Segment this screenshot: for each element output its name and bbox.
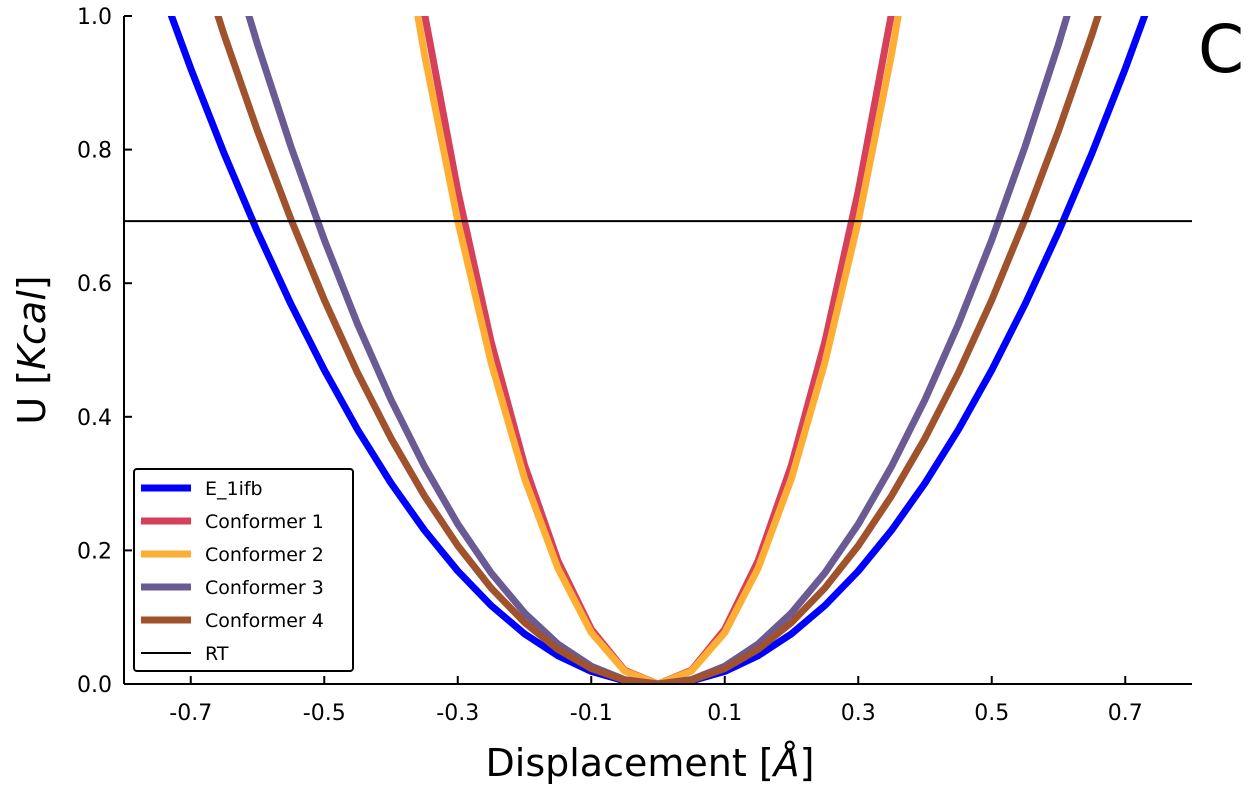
y-axis-title: U [Kcal] xyxy=(10,275,54,424)
x-tick-label: -0.5 xyxy=(303,701,346,726)
y-tick-label: 0.0 xyxy=(77,673,112,698)
y-ticks: 0.0 0.2 0.4 0.6 0.8 1.0 xyxy=(77,5,132,698)
y-tick-label: 1.0 xyxy=(77,5,112,30)
panel-label: C xyxy=(1198,11,1244,88)
legend-label: Conformer 4 xyxy=(205,610,324,632)
legend-item-conformer-4: Conformer 4 xyxy=(141,610,324,632)
x-tick-label: 0.1 xyxy=(707,701,742,726)
x-tick-label: 0.3 xyxy=(841,701,876,726)
y-tick-label: 0.8 xyxy=(77,139,112,164)
x-tick-label: 0.7 xyxy=(1108,701,1143,726)
series-layer xyxy=(167,16,1149,684)
legend: E_1ifb Conformer 1 Conformer 2 Conformer 3 C… xyxy=(133,468,354,672)
series-line-conformer-4 xyxy=(214,16,1102,684)
x-tick-label: -0.1 xyxy=(570,701,613,726)
legend-item-e-1ifb: E_1ifb xyxy=(141,478,263,500)
y-tick-label: 0.6 xyxy=(77,272,112,297)
x-ticks: -0.7 -0.5 -0.3 -0.1 0.1 0.3 0.5 0.7 xyxy=(169,676,1143,726)
legend-label: Conformer 2 xyxy=(205,544,324,566)
legend-label: RT xyxy=(205,643,229,665)
series-line-conformer-3 xyxy=(245,16,1071,684)
series-line-e-1ifb xyxy=(167,16,1149,684)
legend-label: Conformer 1 xyxy=(205,511,324,533)
y-tick-label: 0.4 xyxy=(77,406,112,431)
legend-item-conformer-3: Conformer 3 xyxy=(141,577,324,599)
x-tick-label: 0.5 xyxy=(974,701,1009,726)
x-tick-label: -0.3 xyxy=(436,701,479,726)
legend-item-conformer-1: Conformer 1 xyxy=(141,511,324,533)
x-tick-label: -0.7 xyxy=(169,701,212,726)
legend-item-rt: RT xyxy=(141,643,229,665)
legend-item-conformer-2: Conformer 2 xyxy=(141,544,324,566)
y-tick-label: 0.2 xyxy=(77,539,112,564)
x-axis-title: Displacement [Å] xyxy=(486,741,815,785)
legend-label: E_1ifb xyxy=(205,478,263,500)
legend-label: Conformer 3 xyxy=(205,577,324,599)
